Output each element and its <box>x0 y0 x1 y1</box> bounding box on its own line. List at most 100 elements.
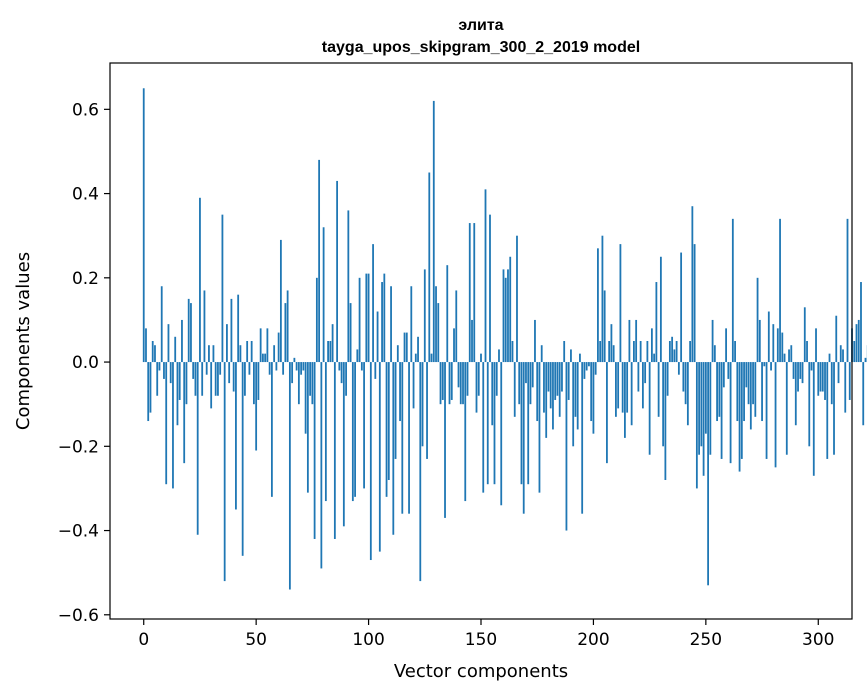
bar-176 <box>538 362 541 493</box>
bar-203 <box>599 341 602 363</box>
bar-234 <box>668 341 671 363</box>
bar-259 <box>725 328 727 363</box>
bar-269 <box>747 362 750 405</box>
bar-273 <box>756 277 759 363</box>
bar-137 <box>450 362 453 400</box>
bar-79 <box>320 362 323 569</box>
bar-90 <box>345 362 347 396</box>
bar-181 <box>549 362 552 409</box>
x-axis-label: Vector components <box>394 661 568 682</box>
bar-267 <box>743 362 745 422</box>
bar-180 <box>547 362 550 392</box>
y-tick-label: −0.4 <box>58 522 99 542</box>
bar-231 <box>662 362 665 447</box>
bar-178 <box>543 362 545 413</box>
bar-144 <box>466 362 469 396</box>
bar-293 <box>801 362 804 384</box>
bar-187 <box>563 341 566 363</box>
bar-183 <box>554 362 557 400</box>
bar-76 <box>313 362 316 539</box>
bar-120 <box>412 362 415 409</box>
bar-141 <box>459 362 462 405</box>
bar-212 <box>619 244 622 363</box>
bar-28 <box>205 362 208 375</box>
bar-272 <box>754 362 757 417</box>
bar-81 <box>324 362 327 502</box>
bar-230 <box>659 256 662 363</box>
bar-297 <box>810 362 813 371</box>
bar-17 <box>181 319 183 363</box>
bar-134 <box>444 362 446 518</box>
bar-260 <box>727 362 730 379</box>
bar-74 <box>309 362 312 396</box>
bar-274 <box>758 319 761 363</box>
bar-185 <box>558 362 561 417</box>
bar-33 <box>217 362 219 396</box>
bar-148 <box>475 362 478 413</box>
bar-136 <box>448 362 451 405</box>
bar-224 <box>646 341 649 363</box>
bar-50 <box>255 362 258 451</box>
bar-123 <box>419 362 422 582</box>
bar-80 <box>322 227 325 363</box>
bar-124 <box>421 362 424 447</box>
bar-63 <box>284 303 287 363</box>
bar-173 <box>531 362 534 388</box>
bar-294 <box>803 307 806 363</box>
bar-256 <box>718 362 721 417</box>
bar-30 <box>210 362 213 409</box>
bar-36 <box>223 362 226 582</box>
bar-239 <box>680 252 683 363</box>
bar-159 <box>500 362 503 506</box>
y-tick-label: 0.0 <box>72 353 99 373</box>
bar-149 <box>477 362 480 396</box>
y-tick-label: −0.2 <box>58 437 99 457</box>
bar-298 <box>812 362 815 476</box>
bar-191 <box>572 362 575 447</box>
bar-16 <box>178 362 181 400</box>
bar-20 <box>187 298 190 363</box>
bar-42 <box>237 294 240 363</box>
bar-95 <box>356 349 359 363</box>
bar-238 <box>677 362 680 375</box>
bar-47 <box>248 362 251 375</box>
bar-65 <box>288 362 291 590</box>
bar-240 <box>682 362 685 392</box>
bar-301 <box>819 362 822 392</box>
bar-244 <box>691 206 694 363</box>
bar-71 <box>302 362 305 371</box>
bar-122 <box>417 336 419 363</box>
bar-225 <box>648 362 651 455</box>
y-tick-label: 0.6 <box>72 100 99 120</box>
bar-157 <box>495 362 498 396</box>
bar-1 <box>145 328 147 363</box>
bar-54 <box>264 353 267 363</box>
bar-198 <box>588 362 590 367</box>
bar-154 <box>489 214 491 363</box>
bar-170 <box>525 362 527 384</box>
bar-131 <box>437 303 440 363</box>
bar-215 <box>626 362 629 413</box>
bar-92 <box>349 303 352 363</box>
bar-111 <box>392 362 395 535</box>
bar-77 <box>315 277 318 363</box>
bar-67 <box>293 357 296 363</box>
bar-105 <box>378 362 381 552</box>
bar-25 <box>199 197 201 363</box>
y-axis-ticks: −0.6 −0.4 −0.2 0.0 0.2 0.4 0.6 <box>58 100 110 626</box>
bar-24 <box>196 362 199 535</box>
bar-143 <box>464 362 467 502</box>
bar-7 <box>158 362 161 371</box>
bar-99 <box>365 273 368 363</box>
bar-262 <box>731 218 734 363</box>
bar-2 <box>147 362 150 422</box>
bar-283 <box>779 218 781 363</box>
x-axis-ticks: 0 50 100 150 200 250 300 <box>138 619 834 650</box>
bar-14 <box>174 336 177 363</box>
bar-23 <box>194 362 197 396</box>
bar-107 <box>383 273 386 363</box>
bar-200 <box>592 362 595 434</box>
bar-11 <box>167 324 170 363</box>
bar-58 <box>273 345 276 363</box>
bar-287 <box>788 349 790 363</box>
